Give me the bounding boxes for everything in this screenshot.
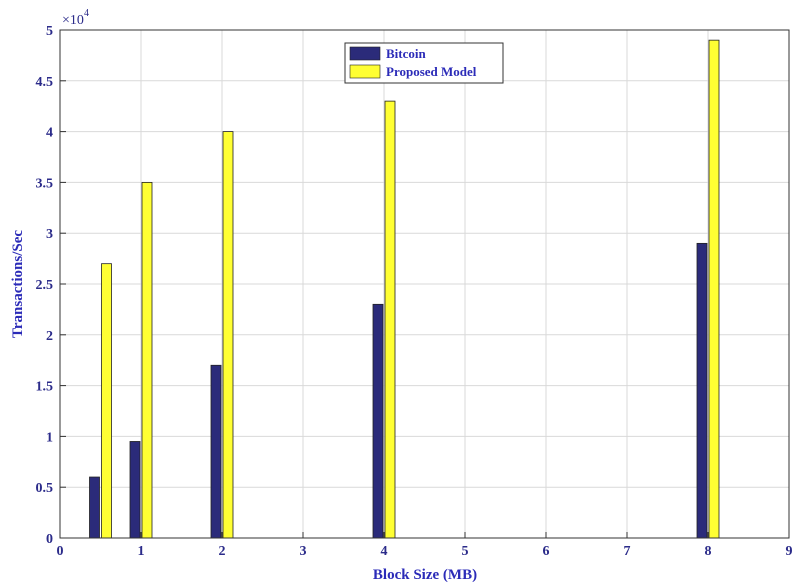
- x-tick-label: 2: [219, 544, 226, 559]
- y-axis-ticks: 0 0.5 1 1.5 2 2.5 3 3.5 4 4.5 5: [36, 24, 66, 547]
- x-tick-label: 3: [300, 544, 307, 559]
- legend-label-bitcoin: Bitcoin: [386, 46, 426, 61]
- legend-label-proposed-model: Proposed Model: [386, 64, 477, 79]
- bar-proposed-model: [708, 39, 720, 539]
- bar-bitcoin: [129, 441, 141, 539]
- x-tick-label: 8: [705, 544, 712, 559]
- bar-proposed-model: [141, 181, 153, 539]
- bar-proposed-model: [384, 100, 396, 539]
- y-tick-label: 3: [46, 227, 53, 242]
- bar-bitcoin: [89, 476, 100, 539]
- bar-bitcoin: [372, 303, 384, 539]
- y-tick-label: 1: [46, 430, 53, 445]
- y-tick-label: 2.5: [36, 278, 54, 293]
- y-tick-label: 4.5: [36, 75, 54, 90]
- y-tick-label: 1.5: [36, 380, 54, 395]
- bar-proposed-model: [222, 131, 234, 539]
- y-tick-label: 0: [46, 532, 53, 547]
- bar-bitcoin: [696, 242, 708, 539]
- legend-swatch-bitcoin: [349, 46, 381, 61]
- x-tick-label: 6: [543, 544, 550, 559]
- y-axis-title: Transactions/Sec: [10, 230, 26, 338]
- bar-bitcoin: [210, 364, 222, 539]
- x-tick-label: 1: [138, 544, 145, 559]
- x-axis-title: Block Size (MB): [373, 567, 477, 583]
- y-exponent-power: 4: [84, 8, 89, 19]
- x-tick-label: 9: [786, 544, 793, 559]
- x-tick-label: 7: [624, 544, 631, 559]
- y-tick-label: 0.5: [36, 481, 54, 496]
- legend: Bitcoin Proposed Model: [344, 42, 504, 84]
- y-tick-label: 2: [46, 329, 53, 344]
- bar-proposed-model: [101, 263, 112, 539]
- legend-swatch-proposed-model: [349, 64, 381, 79]
- x-tick-label: 5: [462, 544, 469, 559]
- x-tick-label: 0: [57, 544, 64, 559]
- x-tick-label: 4: [381, 544, 388, 559]
- y-tick-label: 4: [46, 126, 53, 141]
- y-tick-label: 5: [46, 24, 53, 39]
- y-tick-label: 3.5: [36, 176, 54, 191]
- x-axis-ticks: 0 1 2 3 4 5 6 7 8 9: [57, 532, 793, 559]
- y-exponent-base: ×10: [62, 13, 84, 28]
